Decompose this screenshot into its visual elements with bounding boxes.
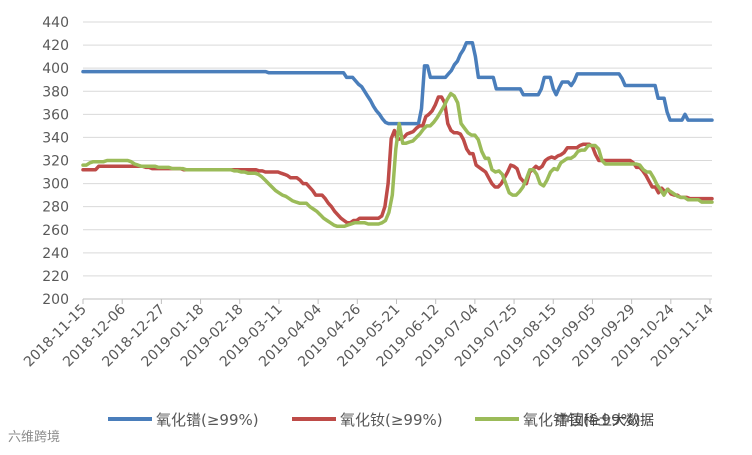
y-tick-label: 380: [42, 84, 69, 100]
y-tick-label: 420: [42, 38, 69, 54]
y-tick-label: 220: [42, 269, 69, 285]
y-tick-label: 340: [42, 130, 69, 146]
legend-label-1: 氧化镨(≥99%): [156, 411, 259, 429]
y-tick-label: 200: [42, 292, 69, 308]
series-line-1: [81, 41, 714, 126]
y-tick-label: 360: [42, 107, 69, 123]
y-tick-label: 240: [42, 246, 69, 262]
series-line-3: [81, 91, 714, 229]
series-line-2: [81, 95, 714, 225]
legend-label-3: 氧化镨钕(≥99%): [523, 411, 641, 429]
watermark-right: 中国稀土大数据: [556, 413, 654, 429]
y-tick-label: 400: [42, 61, 69, 77]
y-tick-label: 440: [42, 15, 69, 31]
y-tick-label: 260: [42, 223, 69, 239]
y-tick-label: 300: [42, 177, 69, 193]
watermark-left: 六维跨境: [8, 430, 61, 445]
y-tick-label: 320: [42, 154, 69, 170]
legend-label-2: 氧化钕(≥99%): [340, 411, 443, 429]
y-tick-label: 280: [42, 200, 69, 216]
